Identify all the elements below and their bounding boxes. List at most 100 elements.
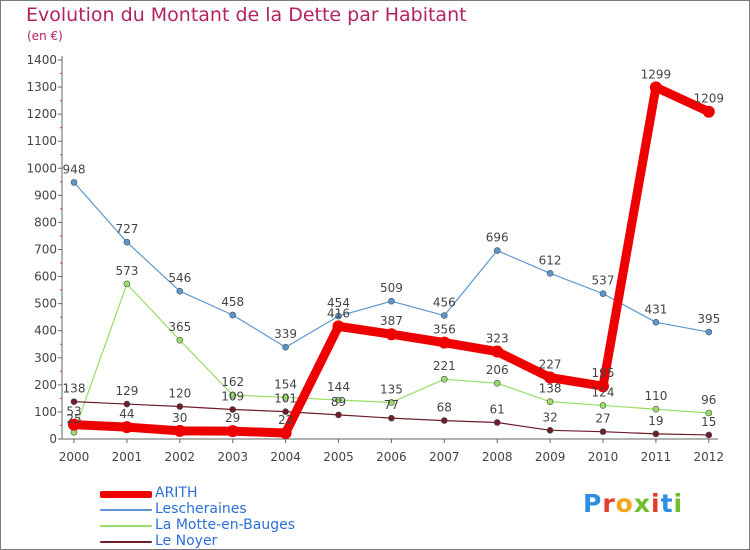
data-label: 25 — [66, 412, 81, 426]
data-label: 15 — [701, 415, 716, 429]
data-point — [599, 428, 607, 435]
legend-swatch — [100, 525, 152, 527]
chart-subtitle: (en €) — [27, 29, 63, 43]
data-label: 227 — [539, 358, 562, 372]
data-point — [440, 417, 448, 424]
data-label: 44 — [119, 407, 134, 421]
data-point — [599, 290, 607, 297]
y-tick-label: 400 — [34, 324, 57, 338]
data-label: 356 — [433, 323, 456, 337]
y-tick-label: 600 — [34, 270, 57, 284]
data-point — [229, 406, 236, 413]
legend-swatch — [100, 509, 152, 511]
data-label: 154 — [274, 377, 297, 391]
x-tick-label: 2012 — [694, 450, 725, 464]
data-point — [385, 328, 398, 341]
data-point — [123, 238, 131, 246]
data-label: 101 — [274, 392, 297, 406]
data-point — [544, 371, 557, 384]
data-label: 77 — [384, 398, 399, 412]
data-label: 89 — [331, 395, 346, 409]
data-label: 727 — [115, 222, 138, 236]
data-label: 458 — [221, 295, 244, 309]
x-tick-label: 2011 — [641, 450, 672, 464]
data-point — [438, 336, 451, 349]
data-point — [652, 405, 660, 413]
data-point — [546, 270, 554, 277]
data-label: 110 — [644, 389, 667, 403]
data-point — [123, 280, 131, 288]
data-point — [68, 418, 80, 431]
x-tick-label: 2000 — [59, 450, 90, 464]
data-point — [649, 81, 662, 94]
y-tick-label: 1000 — [26, 161, 57, 175]
data-point — [440, 375, 448, 383]
data-point — [705, 431, 713, 439]
data-point — [597, 380, 609, 393]
y-tick-label: 900 — [34, 188, 57, 202]
logo-letter: P — [583, 489, 603, 518]
x-tick-label: 2006 — [376, 450, 407, 464]
logo-letter: r — [602, 489, 616, 518]
data-point — [282, 343, 289, 351]
logo-letter: i — [673, 489, 684, 518]
legend-label: Lescheraines — [155, 501, 247, 517]
data-label: 32 — [542, 410, 557, 424]
x-tick-label: 2004 — [270, 450, 301, 464]
data-point — [173, 424, 186, 437]
y-tick-label: 300 — [34, 351, 57, 365]
data-label: 22 — [278, 413, 293, 427]
data-label: 19 — [648, 414, 663, 428]
data-label: 30 — [172, 411, 187, 425]
data-label: 431 — [644, 302, 667, 316]
data-point — [491, 345, 504, 358]
y-tick-label: 700 — [34, 243, 57, 257]
data-label: 1209 — [694, 92, 725, 106]
data-label: 68 — [437, 401, 452, 415]
logo-letter: i — [651, 489, 661, 518]
data-label: 53 — [66, 405, 81, 419]
legend-swatch — [100, 541, 152, 543]
x-tick-label: 2010 — [588, 450, 619, 464]
y-tick-label: 0 — [49, 432, 57, 446]
data-point — [176, 287, 184, 295]
data-point — [388, 414, 395, 422]
data-label: 124 — [592, 385, 615, 399]
data-label: 365 — [168, 320, 191, 334]
x-tick-label: 2007 — [429, 450, 460, 464]
logo-letter: x — [633, 489, 651, 518]
legend-label: Le Noyer — [155, 533, 218, 549]
data-point — [335, 312, 342, 320]
data-point — [493, 379, 501, 387]
y-tick-label: 1300 — [26, 80, 57, 94]
data-point — [388, 399, 395, 406]
y-tick-label: 800 — [34, 215, 57, 229]
data-label: 948 — [63, 162, 86, 176]
series-line-arith — [69, 82, 714, 438]
data-point — [123, 400, 131, 408]
y-tick-label: 1200 — [26, 107, 57, 121]
y-tick-label: 200 — [34, 378, 57, 392]
data-label: 456 — [433, 296, 456, 310]
data-point — [229, 311, 236, 319]
data-point — [546, 427, 554, 434]
x-tick-label: 2009 — [535, 450, 566, 464]
data-point — [493, 247, 501, 254]
data-label: 509 — [380, 281, 403, 295]
data-point — [652, 430, 660, 438]
y-tick-label: 100 — [34, 405, 57, 419]
legend-swatch — [100, 491, 152, 498]
y-tick-label: 500 — [34, 297, 57, 311]
chart-title: Evolution du Montant de la Dette par Hab… — [26, 4, 467, 26]
data-label: 206 — [486, 363, 509, 377]
data-label: 61 — [490, 402, 505, 416]
data-point — [388, 297, 395, 305]
data-point — [493, 419, 501, 426]
data-label: 27 — [595, 412, 610, 426]
data-label: 387 — [380, 314, 403, 328]
x-tick-label: 2002 — [165, 450, 196, 464]
data-label: 144 — [327, 380, 350, 394]
x-tick-label: 2005 — [323, 450, 354, 464]
data-point — [226, 425, 239, 438]
data-label: 135 — [380, 382, 403, 396]
